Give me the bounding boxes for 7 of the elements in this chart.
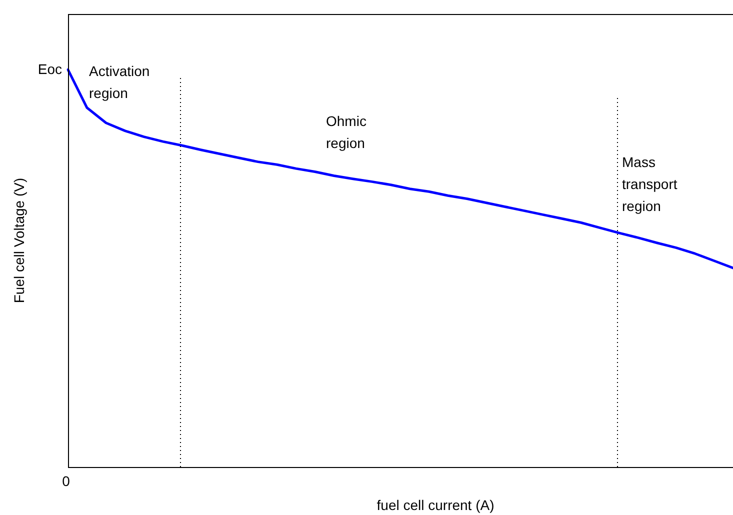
y-axis-title: Fuel cell Voltage (V) — [10, 178, 27, 304]
text: 0 — [62, 472, 70, 489]
text: Eoc — [38, 60, 62, 77]
annotation: Ohmic region — [326, 112, 366, 151]
annotation: Mass transport region — [622, 154, 678, 214]
x-axis-title: fuel cell current (A) — [376, 496, 494, 513]
annotation: Activation region — [89, 62, 150, 101]
